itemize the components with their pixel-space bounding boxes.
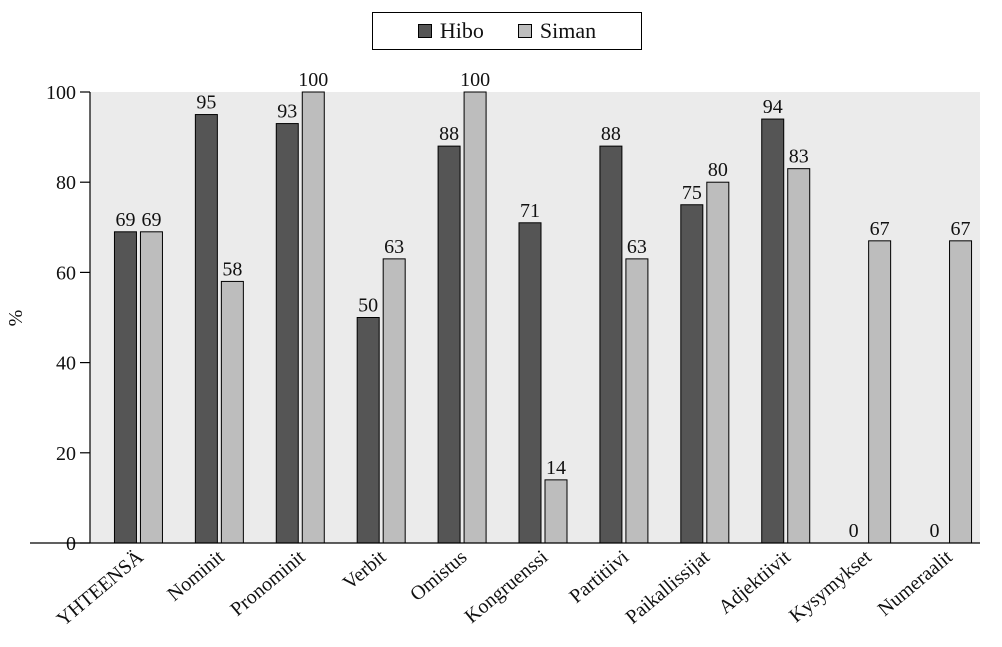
bar-siman-2	[301, 91, 325, 544]
data-label-hibo-4: 88	[439, 123, 459, 145]
bar-siman-4	[463, 91, 487, 544]
legend-label-siman: Siman	[539, 18, 597, 43]
legend: Hibo Siman	[372, 12, 642, 50]
x-tick-label: Verbit	[339, 546, 391, 595]
data-label-siman-0: 69	[141, 209, 161, 231]
data-label-siman-7: 80	[708, 159, 728, 181]
bar-hibo-7	[680, 204, 704, 544]
y-axis: 0 20 40 60 80 100	[46, 82, 91, 555]
x-tick-label: Omistus	[406, 546, 471, 606]
bars	[113, 91, 973, 544]
x-tick-label: Partitiivi	[565, 546, 633, 608]
bar-siman-9	[868, 240, 892, 544]
legend-swatch-hibo	[417, 24, 432, 38]
x-tick-label: Kysymykset	[785, 546, 876, 627]
bar-siman-7	[706, 181, 730, 544]
x-tick-label: Nominit	[163, 546, 229, 606]
bar-hibo-5	[518, 222, 542, 544]
legend-label-hibo: Hibo	[439, 18, 484, 43]
x-tick-label: Pronominit	[226, 546, 309, 621]
data-label-siman-10: 67	[951, 218, 971, 240]
bar-siman-5	[544, 479, 568, 544]
legend-item-hibo: Hibo	[417, 18, 484, 44]
data-label-siman-2: 100	[298, 69, 328, 91]
bar-hibo-1	[194, 114, 218, 544]
y-tick-label: 60	[56, 262, 76, 284]
bar-hibo-4	[437, 145, 461, 544]
y-tick-label: 80	[56, 172, 76, 194]
legend-item-siman: Siman	[517, 18, 597, 44]
bar-hibo-6	[599, 145, 623, 544]
bar-siman-6	[625, 258, 649, 544]
data-label-siman-9: 67	[870, 218, 890, 240]
y-tick-label: 20	[56, 443, 76, 465]
y-tick-label: 40	[56, 353, 76, 375]
data-label-siman-8: 83	[789, 146, 809, 168]
data-label-siman-6: 63	[627, 236, 647, 258]
data-label-hibo-10: 0	[930, 520, 940, 542]
data-label-siman-1: 58	[222, 258, 242, 280]
x-tick-label: Numeraalit	[874, 546, 957, 621]
bar-hibo-2	[275, 123, 299, 544]
y-axis-title: %	[5, 310, 27, 327]
bar-siman-1	[220, 280, 244, 544]
data-label-hibo-7: 75	[682, 182, 702, 204]
bar-hibo-3	[356, 317, 380, 544]
data-label-hibo-0: 69	[115, 209, 135, 231]
bar-siman-8	[787, 168, 811, 544]
bar-siman-3	[382, 258, 406, 544]
data-label-hibo-3: 50	[358, 295, 378, 317]
data-label-siman-3: 63	[384, 236, 404, 258]
y-tick-label: 100	[46, 82, 76, 104]
bar-siman-10	[949, 240, 973, 544]
data-label-hibo-8: 94	[763, 96, 783, 118]
y-tick-label: 0	[66, 533, 76, 555]
data-labels: 69 69955893100506388100711488637580948306…	[115, 69, 970, 542]
bar-hibo-8	[761, 118, 785, 544]
x-tick-label: Adjektiivit	[714, 546, 795, 619]
data-label-hibo-5: 71	[520, 200, 540, 222]
data-label-hibo-1: 95	[196, 92, 216, 114]
bar-hibo-0	[113, 231, 137, 544]
data-label-hibo-6: 88	[601, 123, 621, 145]
x-tick-label: YHTEENSÄ	[52, 545, 148, 631]
data-label-hibo-9: 0	[849, 520, 859, 542]
legend-swatch-siman	[517, 24, 532, 38]
x-tick-label: Paikallissijat	[622, 546, 715, 629]
bar-siman-0	[139, 231, 163, 544]
data-label-siman-4: 100	[460, 69, 490, 91]
data-label-hibo-2: 93	[277, 101, 297, 123]
data-label-siman-5: 14	[546, 457, 566, 479]
x-tick-label: Kongruenssi	[461, 546, 553, 628]
